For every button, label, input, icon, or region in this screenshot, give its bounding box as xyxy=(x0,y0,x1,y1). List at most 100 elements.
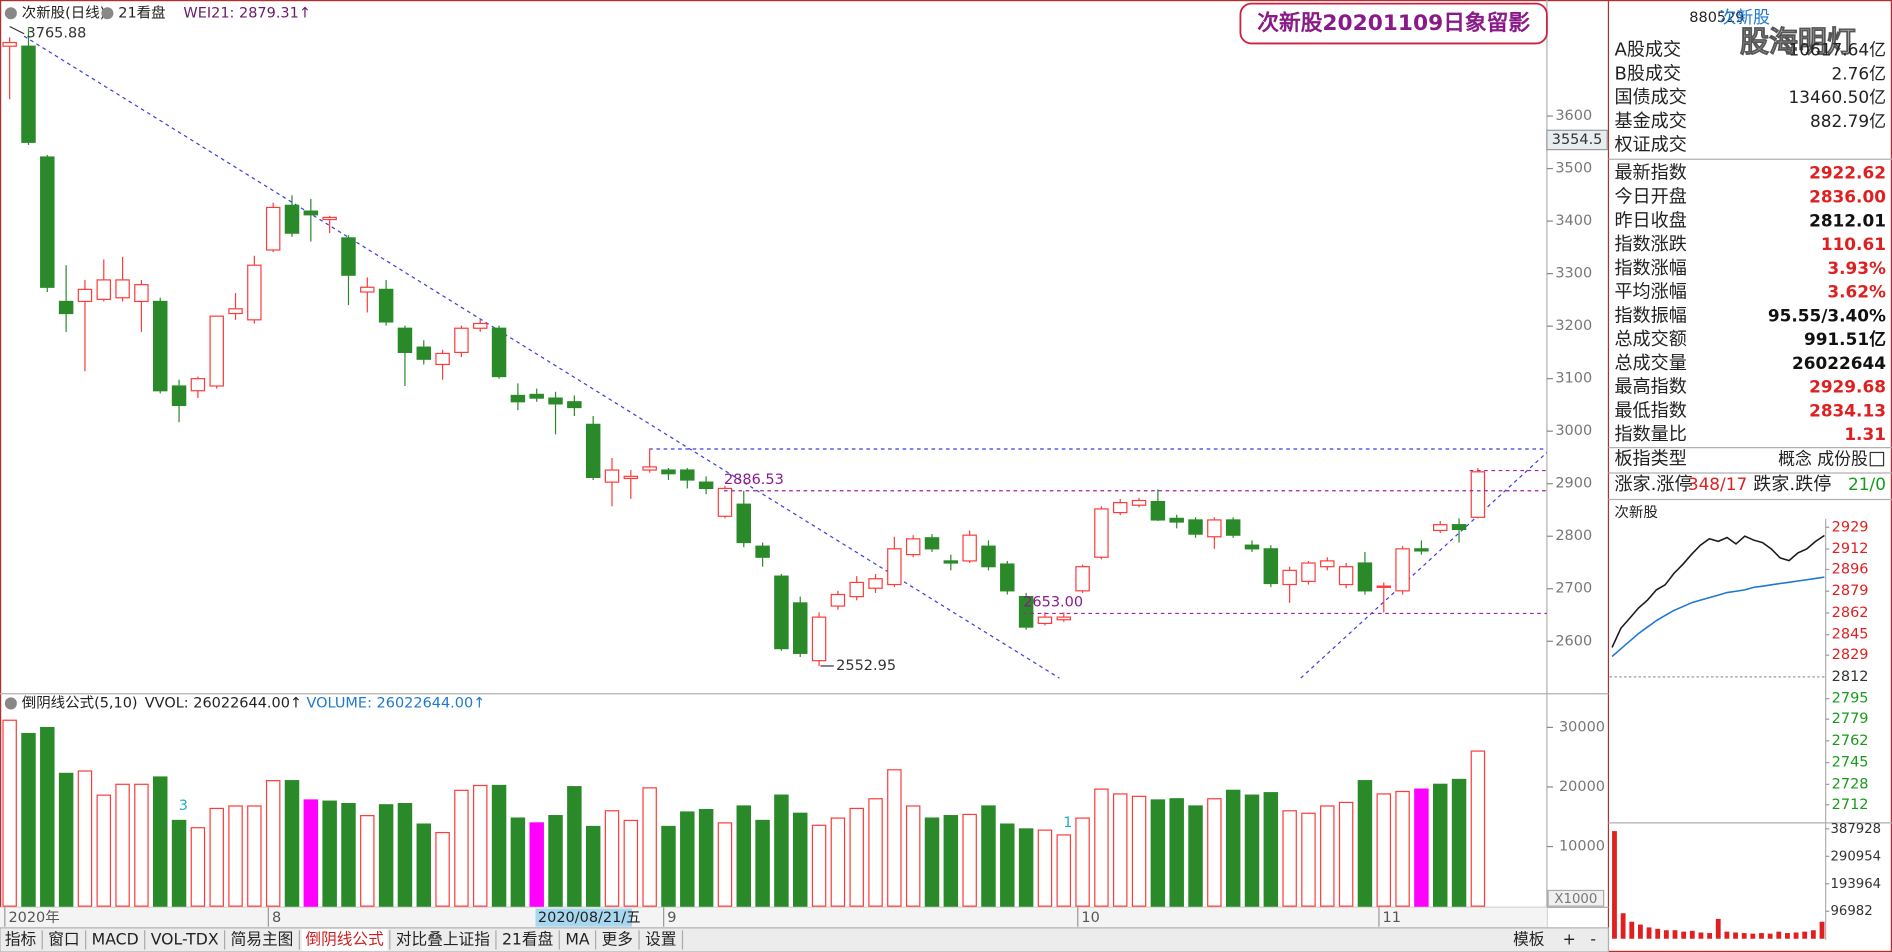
candle-body xyxy=(604,469,620,483)
volume-bar xyxy=(1056,834,1072,907)
x-tick-label: 9 xyxy=(667,910,676,926)
y-tick-label: 20000 xyxy=(1559,779,1605,795)
tab[interactable]: 窗口 xyxy=(48,929,79,948)
cursor-price-box xyxy=(1546,129,1608,151)
row-value: 3.62% xyxy=(1827,282,1886,302)
candle-body xyxy=(1150,500,1166,521)
high-label: 3765.88 xyxy=(27,26,87,42)
tab[interactable]: MACD xyxy=(92,929,139,948)
volume-title: 倒阴线公式(5,10) xyxy=(22,694,138,711)
volume-bar xyxy=(228,805,243,907)
candle-body xyxy=(698,481,714,490)
volume-bar xyxy=(1395,790,1410,907)
collapse-icon[interactable] xyxy=(4,7,17,20)
volume-bar xyxy=(171,819,187,907)
icon[interactable] xyxy=(1869,451,1885,467)
candle-body xyxy=(1338,566,1354,586)
cursor-date-box xyxy=(535,908,633,927)
y-tick-label: 3600 xyxy=(1555,108,1592,124)
volume-bar xyxy=(1338,801,1354,907)
candle-body xyxy=(642,466,657,471)
candle-body xyxy=(209,315,224,387)
tab[interactable]: 倒阴线公式 xyxy=(305,929,384,948)
candle-body xyxy=(1000,563,1015,592)
candle-body xyxy=(190,378,206,392)
row-value: 110.61 xyxy=(1821,234,1886,254)
tab[interactable]: - xyxy=(1590,929,1596,948)
signal-label: 3 xyxy=(179,798,188,814)
candle-body xyxy=(529,393,544,399)
collapse-icon[interactable] xyxy=(101,7,114,20)
candle-body xyxy=(153,300,168,392)
cursor-price: 3554.5 xyxy=(1552,132,1603,148)
row-label: 指数量比 xyxy=(1614,424,1686,445)
candle-body xyxy=(322,216,337,221)
title: 次新股20201109日象留影 xyxy=(1257,10,1530,36)
volume-bar xyxy=(830,817,846,907)
candle-body xyxy=(1320,560,1335,568)
candle-body xyxy=(755,545,770,558)
y-tick-label: 2900 xyxy=(1555,476,1592,492)
tab[interactable]: 指标 xyxy=(5,929,36,948)
volume-bar xyxy=(209,807,224,907)
legend-entry: VVOL: 26022644.00↑ xyxy=(145,695,302,711)
tab[interactable]: MA xyxy=(565,929,590,948)
tab[interactable]: 模板 xyxy=(1513,929,1545,948)
volume-bar xyxy=(792,812,808,907)
candle-body xyxy=(924,537,940,550)
tab[interactable]: 设置 xyxy=(645,929,676,948)
volume-bar xyxy=(58,772,74,907)
volume-bar xyxy=(397,802,413,907)
volume-bar xyxy=(1320,805,1335,907)
tab[interactable]: 21看盘 xyxy=(502,929,553,948)
chart-name: 次新股(日线) xyxy=(22,4,106,21)
candle-body xyxy=(774,575,789,650)
y-tick-label: 2912 xyxy=(1832,541,1869,557)
volume-bar xyxy=(1414,788,1429,907)
candle-body xyxy=(1282,569,1297,586)
candle-body xyxy=(1263,548,1279,585)
row-label: 今日开盘 xyxy=(1614,187,1686,208)
panel-name: 21看盘 xyxy=(118,3,165,21)
candle-body xyxy=(491,327,507,378)
x-tick-label: 11 xyxy=(1383,910,1401,926)
volume-bar xyxy=(905,805,921,907)
volume-bar xyxy=(529,822,544,907)
volume-bar xyxy=(585,825,601,907)
row-value: 95.55/3.40% xyxy=(1768,305,1886,325)
trend-line xyxy=(1300,452,1548,679)
tab[interactable]: + xyxy=(1563,929,1576,948)
volume-bar xyxy=(1150,799,1166,907)
candle-body xyxy=(1037,616,1053,625)
tab[interactable]: 对比叠上证指 xyxy=(396,929,490,948)
collapse-icon[interactable] xyxy=(4,697,17,710)
y-tick-label: 2700 xyxy=(1555,581,1592,597)
intraday-volume-bar xyxy=(1767,933,1773,939)
y-tick-label: 2779 xyxy=(1832,711,1869,727)
tab[interactable]: 更多 xyxy=(602,929,633,948)
tab[interactable]: 简易主图 xyxy=(231,929,294,948)
intraday-volume-bar xyxy=(1646,927,1652,939)
candle-body xyxy=(96,279,112,300)
candle-body xyxy=(548,397,563,405)
candle-body xyxy=(1244,544,1260,550)
volume-bar xyxy=(491,784,507,907)
volume-bar xyxy=(1112,793,1128,907)
row-value: 348/17 xyxy=(1688,474,1747,494)
volume-bar xyxy=(284,780,300,907)
intraday-volume-bar xyxy=(1629,921,1635,939)
volume-bar xyxy=(303,799,319,907)
candle-body xyxy=(134,284,149,303)
tab[interactable]: VOL-TDX xyxy=(151,929,219,948)
row-label: 平均涨幅 xyxy=(1614,282,1686,303)
y-tick-label: 2829 xyxy=(1832,647,1869,663)
candle-body xyxy=(567,401,582,409)
volume-bar xyxy=(153,776,168,907)
row-label: 国债成交 xyxy=(1614,87,1686,108)
row-value: 2834.13 xyxy=(1809,400,1886,420)
volume-bar xyxy=(887,769,902,907)
volume-bar xyxy=(604,810,620,907)
candle-body xyxy=(962,534,977,562)
volume-bar xyxy=(1432,783,1448,907)
candle-body xyxy=(1414,548,1429,552)
